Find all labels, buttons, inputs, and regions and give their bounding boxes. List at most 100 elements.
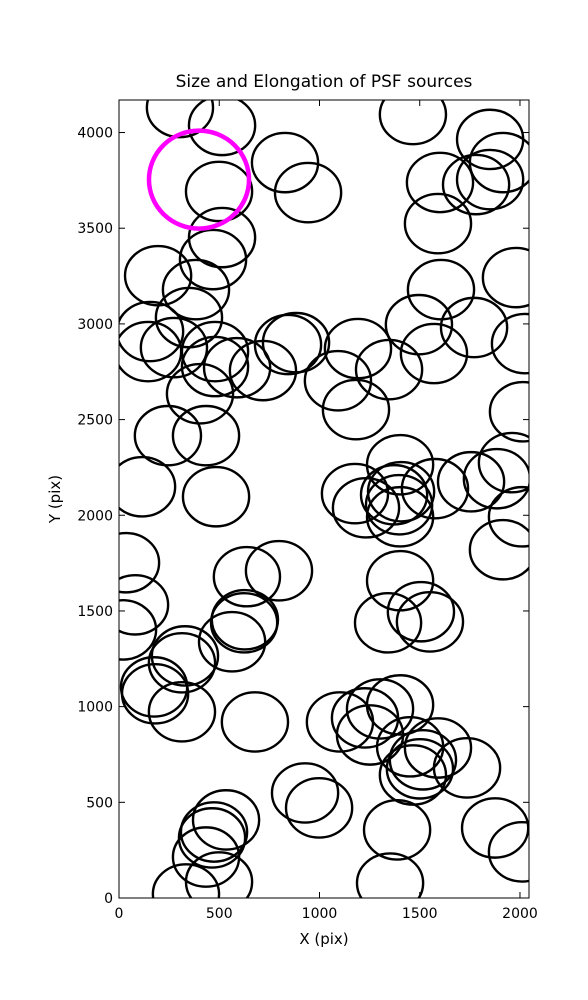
- y-tick-label: 1000: [77, 700, 113, 716]
- psf-ellipse: [171, 404, 241, 467]
- psf-ellipse: [212, 545, 282, 608]
- axes-frame: [118, 99, 530, 899]
- psf-ellipse: [171, 826, 241, 888]
- psf-ellipse: [455, 148, 525, 211]
- psf-ellipse: [400, 457, 470, 520]
- psf-ellipse: [366, 460, 436, 523]
- psf-ellipse: [210, 588, 280, 651]
- psf-ellipse: [187, 206, 257, 269]
- psf-ellipse: [384, 293, 454, 356]
- psf-ellipse: [209, 591, 279, 654]
- psf-ellipse: [303, 349, 373, 412]
- psf-ellipse: [365, 485, 435, 548]
- psf-ellipse: [462, 447, 529, 510]
- psf-ellipse: [184, 851, 254, 898]
- psf-ellipse: [165, 362, 235, 425]
- psf-ellipse: [345, 678, 415, 740]
- psf-ellipse: [270, 762, 340, 824]
- x-tick-label: 1000: [302, 906, 338, 922]
- psf-ellipse: [385, 737, 455, 800]
- psf-ellipse: [119, 455, 177, 518]
- psf-ellipse: [460, 797, 529, 859]
- psf-ellipse: [202, 336, 272, 399]
- psf-ellipse: [362, 799, 432, 861]
- psf-ellipse: [468, 131, 529, 194]
- y-tick-label: 2000: [77, 508, 113, 524]
- x-tick-label: 2000: [502, 906, 538, 922]
- psf-ellipse: [477, 431, 529, 494]
- y-tick-label: 3500: [77, 221, 113, 237]
- psf-ellipse: [488, 380, 529, 443]
- psf-ellipse: [406, 258, 476, 321]
- plot-area: [119, 100, 529, 898]
- psf-ellipse: [119, 300, 185, 363]
- psf-ellipse: [439, 296, 509, 359]
- psf-ellipse: [250, 131, 320, 194]
- psf-ellipse: [320, 462, 390, 525]
- y-tick-label: 4000: [77, 126, 113, 142]
- psf-ellipse: [244, 539, 314, 602]
- psf-ellipse: [146, 128, 252, 231]
- psf-ellipse: [487, 485, 529, 548]
- psf-ellipse: [323, 317, 393, 380]
- psf-ellipse: [119, 531, 161, 594]
- psf-ellipse: [261, 311, 331, 374]
- psf-ellipse: [481, 246, 529, 309]
- psf-ellipse: [147, 680, 217, 743]
- psf-ellipse: [490, 312, 529, 375]
- psf-ellipse: [468, 518, 529, 581]
- psf-ellipse: [119, 599, 158, 661]
- y-axis-label: Y (pix): [46, 475, 64, 524]
- psf-ellipse: [487, 821, 529, 883]
- psf-ellipse: [354, 338, 424, 401]
- psf-ellipse: [355, 852, 425, 898]
- psf-ellipse: [119, 573, 170, 636]
- psf-ellipse: [321, 378, 391, 441]
- psf-ellipse: [403, 192, 473, 255]
- psf-ellipse: [184, 160, 254, 223]
- psf-ellipse: [177, 807, 247, 869]
- psf-ellipse: [395, 590, 465, 653]
- psf-ellipse: [119, 656, 189, 718]
- psf-ellipse: [150, 625, 220, 687]
- psf-ellipse: [388, 728, 458, 791]
- psf-ellipse: [403, 717, 473, 779]
- x-tick-label: 1500: [402, 906, 438, 922]
- psf-ellipse: [191, 789, 261, 851]
- x-tick-label: 500: [206, 906, 233, 922]
- psf-ellipse: [353, 591, 423, 654]
- psf-ellipse: [432, 737, 502, 799]
- psf-ellipse: [220, 691, 290, 753]
- psf-ellipse: [147, 631, 217, 694]
- psf-ellipse: [179, 801, 249, 863]
- psf-ellipse: [455, 108, 525, 171]
- psf-ellipse: [253, 313, 323, 376]
- chart-title: Size and Elongation of PSF sources: [176, 72, 473, 92]
- y-tick-label: 3000: [77, 317, 113, 333]
- psf-ellipse: [273, 161, 343, 224]
- psf-ellipse: [197, 610, 267, 673]
- psf-ellipse: [436, 450, 506, 513]
- psf-ellipse: [145, 100, 215, 139]
- psf-ellipse: [123, 244, 193, 307]
- psf-ellipse: [180, 335, 250, 398]
- psf-ellipse: [133, 404, 203, 467]
- psf-ellipse: [284, 777, 354, 839]
- psf-ellipse: [178, 228, 248, 291]
- y-tick-label: 1500: [77, 604, 113, 620]
- psf-ellipse: [405, 151, 475, 214]
- y-tick-label: 2500: [77, 413, 113, 429]
- psf-ellipse: [399, 322, 469, 385]
- psf-ellipse: [180, 320, 250, 383]
- y-tick-label: 0: [104, 891, 113, 907]
- y-tick-label: 500: [86, 795, 113, 811]
- psf-ellipse: [161, 258, 231, 321]
- psf-ellipse: [359, 463, 429, 526]
- x-tick-label: 0: [115, 906, 124, 922]
- psf-ellipse: [365, 549, 435, 612]
- psf-ellipse: [386, 580, 456, 643]
- psf-ellipse: [441, 153, 511, 216]
- psf-ellipse: [187, 100, 257, 157]
- x-axis-label: X (pix): [299, 930, 348, 948]
